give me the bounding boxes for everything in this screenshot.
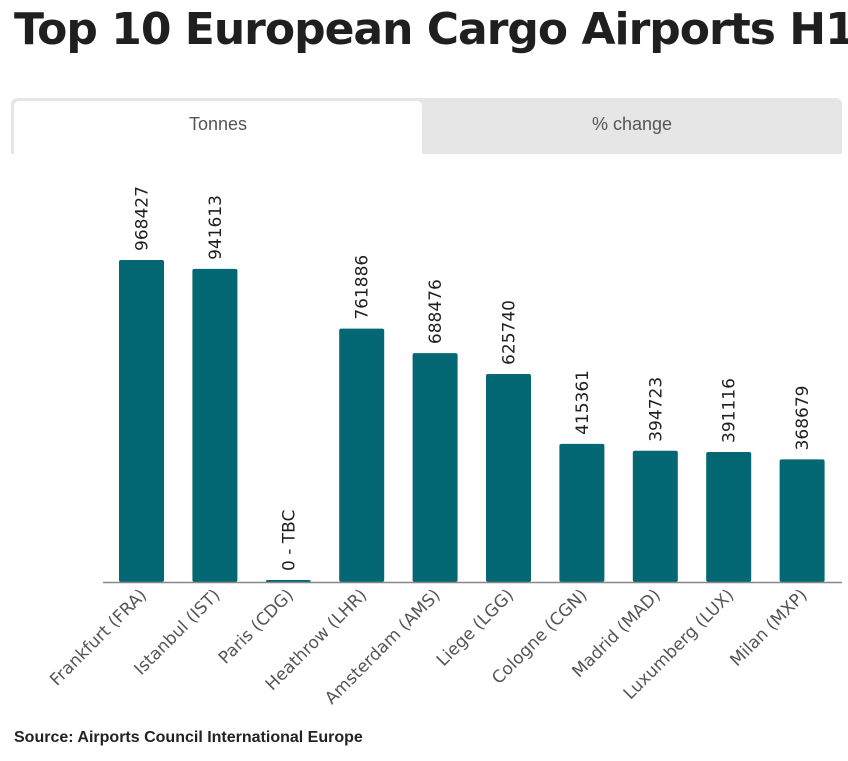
data-label: 688476 <box>426 279 446 344</box>
source-note: Source: Airports Council International E… <box>14 729 363 746</box>
bar <box>265 580 311 582</box>
bar <box>412 353 458 582</box>
data-label: 968427 <box>133 186 153 251</box>
data-label: 368679 <box>793 386 813 451</box>
chart-title: Top 10 European Cargo Airports H1 <box>14 4 848 55</box>
data-label: 625740 <box>500 300 520 365</box>
bar <box>779 459 825 582</box>
tab-bar: Tonnes % change <box>11 98 842 154</box>
category-label: Frankfurt (FRA) <box>46 585 151 690</box>
bar <box>486 373 531 582</box>
bar <box>119 260 164 582</box>
data-label: 415361 <box>573 370 593 435</box>
bar <box>559 443 605 582</box>
bar <box>192 268 238 582</box>
category-label: Milan (MXP) <box>726 585 811 670</box>
bar <box>632 450 678 582</box>
data-label: 761886 <box>353 255 373 320</box>
data-label: 0 - TBC <box>279 510 299 571</box>
tab-percent-change[interactable]: % change <box>591 114 673 134</box>
data-label: 394723 <box>646 377 666 442</box>
data-label: 941613 <box>206 195 226 260</box>
bar <box>706 451 752 582</box>
tab-tonnes[interactable]: Tonnes <box>14 101 422 154</box>
data-label: 391116 <box>720 378 740 443</box>
bar <box>339 328 385 582</box>
